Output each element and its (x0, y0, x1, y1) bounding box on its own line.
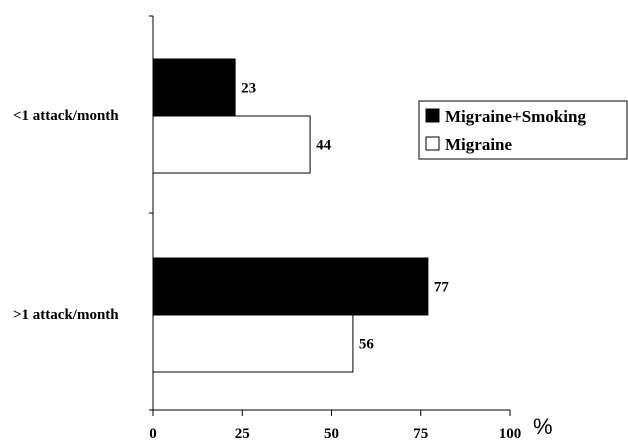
x-tick-label: 100 (499, 426, 522, 440)
bar (152, 314, 354, 373)
category-label: >1 attack/month (13, 307, 119, 323)
category-labels-layer: <1 attack/month >1 attack/month (13, 108, 119, 323)
bar (152, 58, 236, 117)
value-labels-layer: 23 44 77 56 (241, 81, 449, 353)
bar-value-label: 56 (359, 337, 375, 353)
legend-box (418, 100, 628, 160)
x-tick-label: 0 (149, 426, 157, 440)
legend-label: Migraine (445, 135, 512, 154)
legend: Migraine+Smoking Migraine (418, 100, 628, 160)
x-tick-label: 75 (413, 426, 428, 440)
x-axis-unit: % (533, 414, 553, 439)
axes-layer: 0 25 50 75 100% (149, 15, 553, 440)
bar (152, 257, 429, 316)
bar (152, 115, 311, 174)
x-tick-label: 50 (324, 426, 339, 440)
bar-value-label: 44 (316, 138, 332, 154)
bar-value-label: 23 (241, 81, 256, 97)
legend-label: Migraine+Smoking (445, 107, 586, 126)
bars-layer (152, 58, 429, 373)
category-label: <1 attack/month (13, 108, 119, 124)
legend-swatch (425, 136, 440, 151)
bar-value-label: 77 (434, 280, 450, 296)
legend-swatch (425, 108, 440, 123)
x-tick-label: 25 (235, 426, 250, 440)
